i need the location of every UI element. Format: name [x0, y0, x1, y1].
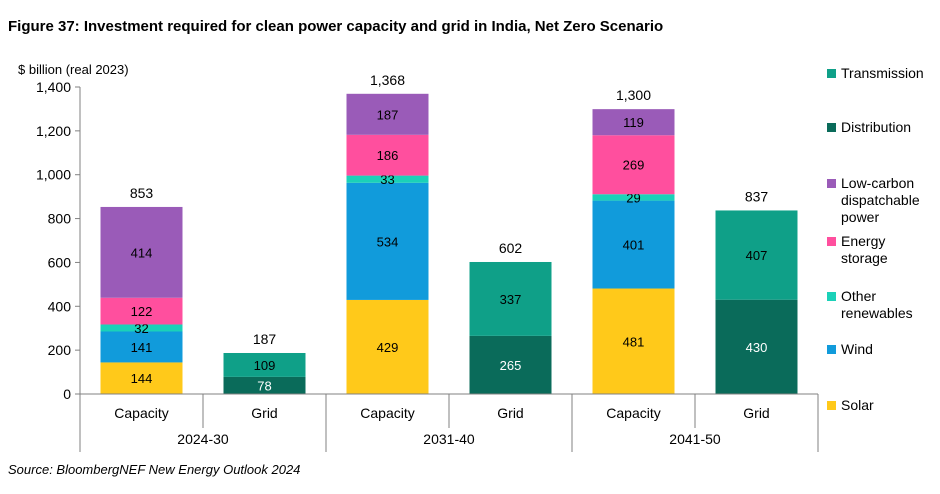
- bar-segment: [715, 210, 798, 300]
- data-label: 187: [377, 107, 399, 122]
- x-category-label: Grid: [497, 405, 523, 421]
- source-note: Source: BloombergNEF New Energy Outlook …: [8, 462, 301, 477]
- legend-label: Transmission: [841, 65, 924, 81]
- y-tick-label: 1,000: [36, 167, 71, 183]
- legend-swatch: [827, 292, 836, 301]
- data-label: 32: [134, 321, 148, 336]
- x-category-label: Capacity: [606, 405, 660, 421]
- legend-swatch: [827, 69, 836, 78]
- bar-segment: [592, 288, 675, 394]
- data-label: 122: [131, 304, 153, 319]
- x-group-label: 2031-40: [423, 431, 475, 447]
- data-label: 144: [131, 371, 153, 386]
- legend-label: Energy: [841, 233, 885, 249]
- data-label: 265: [500, 358, 522, 373]
- x-group-label: 2041-50: [669, 431, 721, 447]
- data-label: 481: [623, 334, 645, 349]
- legend-label: Wind: [841, 341, 873, 357]
- total-label: 837: [745, 188, 769, 204]
- total-label: 1,300: [616, 87, 651, 103]
- total-label: 1,368: [370, 72, 405, 88]
- y-tick-label: 400: [48, 298, 72, 314]
- data-label: 269: [623, 158, 645, 173]
- legend-swatch: [827, 401, 836, 410]
- bar-segment: [100, 206, 183, 298]
- bar-segment: [469, 261, 552, 336]
- x-category-label: Capacity: [360, 405, 414, 421]
- data-label: 534: [377, 234, 399, 249]
- legend-label: Solar: [841, 397, 874, 413]
- legend-label: renewables: [841, 305, 913, 321]
- legend-label: Other: [841, 288, 876, 304]
- bar-segment: [469, 335, 552, 394]
- bar-segment: [223, 376, 306, 394]
- data-label: 33: [380, 172, 394, 187]
- bar-segment: [592, 194, 675, 201]
- bar-segment: [100, 331, 183, 363]
- data-label: 186: [377, 148, 399, 163]
- legend-swatch: [827, 179, 836, 188]
- legend-swatch: [827, 237, 836, 246]
- bar-segment: [592, 200, 675, 289]
- data-label: 430: [746, 340, 768, 355]
- total-label: 187: [253, 331, 277, 347]
- x-category-label: Grid: [743, 405, 769, 421]
- legend-label: dispatchable: [841, 192, 920, 208]
- y-axis-label: $ billion (real 2023): [18, 62, 129, 77]
- legend-label: Low-carbon: [841, 175, 914, 191]
- bar-segment: [346, 182, 429, 300]
- data-label: 414: [131, 245, 153, 260]
- x-category-label: Capacity: [114, 405, 168, 421]
- legend-label: storage: [841, 250, 888, 266]
- bar-segment: [100, 324, 183, 332]
- data-label: 429: [377, 340, 399, 355]
- data-label: 337: [500, 292, 522, 307]
- legend-label: Distribution: [841, 119, 911, 135]
- bar-segment: [346, 299, 429, 394]
- data-label: 401: [623, 238, 645, 253]
- bar-segment: [592, 135, 675, 195]
- total-label: 853: [130, 185, 154, 201]
- bar-segment: [100, 297, 183, 325]
- bar-segment: [346, 93, 429, 135]
- bar-segment: [346, 134, 429, 176]
- figure-title: Figure 37: Investment required for clean…: [8, 18, 664, 35]
- data-label: 407: [746, 248, 768, 263]
- x-group-label: 2024-30: [177, 431, 229, 447]
- y-tick-label: 0: [63, 386, 71, 402]
- legend-swatch: [827, 345, 836, 354]
- legend-label: power: [841, 209, 879, 225]
- data-label: 119: [623, 115, 644, 130]
- data-label: 109: [254, 358, 276, 373]
- bar-segment: [346, 175, 429, 183]
- y-tick-label: 800: [48, 211, 72, 227]
- data-label: 141: [131, 340, 153, 355]
- bar-segment: [592, 109, 675, 136]
- y-tick-label: 1,200: [36, 123, 71, 139]
- bar-segment: [223, 352, 306, 377]
- data-label: 78: [257, 378, 271, 393]
- legend-swatch: [827, 123, 836, 132]
- x-category-label: Grid: [251, 405, 277, 421]
- y-tick-label: 600: [48, 254, 72, 270]
- y-tick-label: 200: [48, 342, 72, 358]
- bar-segment: [715, 299, 798, 394]
- total-label: 602: [499, 240, 523, 256]
- bar-segment: [100, 362, 183, 394]
- y-tick-label: 1,400: [36, 79, 71, 95]
